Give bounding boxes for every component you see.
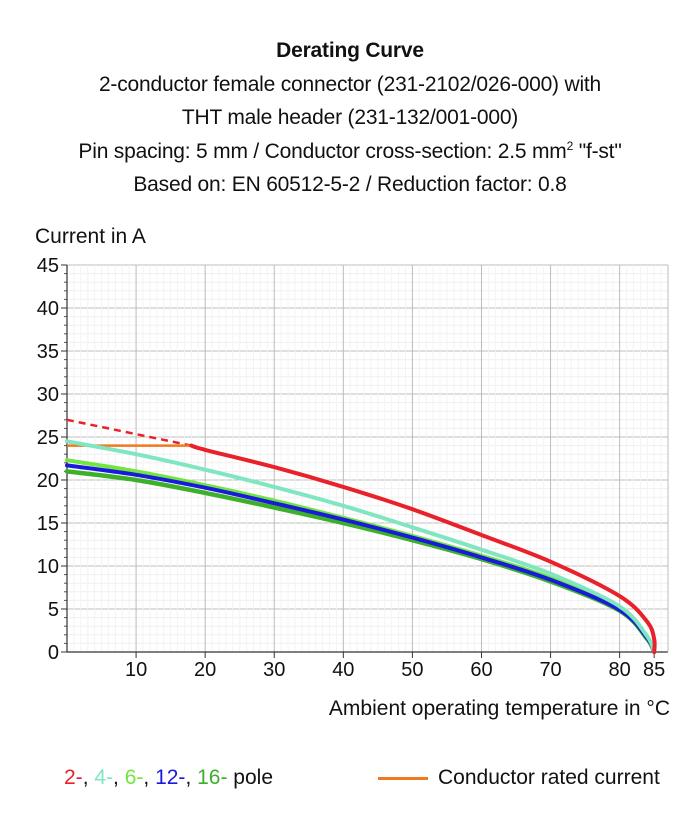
x-tick-label: 20: [194, 659, 216, 681]
x-tick-label: 30: [263, 659, 285, 681]
annotations: [66, 418, 192, 447]
rated-current-label: Conductor rated current: [438, 766, 660, 789]
legend-pole-item: 4-: [94, 766, 114, 789]
grid: [67, 264, 669, 653]
chart-subtitle-2: THT male header (231-132/001-000): [181, 106, 519, 129]
x-tick-label: 40: [332, 659, 354, 681]
series-lines: [64, 439, 657, 655]
2-pole-extrapolation-line: [66, 418, 192, 447]
subtitle-3-post: "f-st": [573, 139, 622, 163]
x-tick-label: 70: [539, 659, 561, 681]
y-tick-label: 0: [48, 642, 59, 664]
legend-pole-item: ,: [143, 766, 156, 789]
y-tick-label: 45: [37, 255, 59, 277]
subtitle-3-pre: Pin spacing: 5 mm / Conductor cross-sect…: [78, 139, 567, 163]
series-12-pole-line: [65, 463, 657, 654]
chart-title: Derating Curve: [276, 39, 424, 62]
y-tick-label: 35: [37, 341, 59, 363]
legend-pole-item: 2-: [64, 766, 83, 789]
x-axis-label: Ambient operating temperature in °C: [328, 697, 670, 720]
legend-pole-item: 16-: [197, 766, 228, 789]
subtitle-3-superscript: 2: [566, 138, 574, 153]
y-tick-label: 30: [37, 384, 59, 406]
legend-pole-item: ,: [113, 766, 125, 789]
legend-pole-item: ,: [185, 766, 198, 789]
legend-rated-current: Conductor rated current: [378, 766, 660, 790]
legend-pole-item: 6-: [124, 766, 144, 789]
y-tick-label: 15: [37, 513, 59, 535]
legend-pole-item: pole: [227, 766, 274, 789]
chart-subtitle-1: 2-conductor female connector (231-2102/0…: [98, 72, 602, 96]
series-16-pole-line: [64, 469, 657, 655]
x-tick-label: 10: [125, 659, 147, 681]
tick-labels: 0 5 10 15 20 25 30 35 40 45 10 20 30 40 50 60 70 80 85: [37, 255, 666, 681]
series-2-pole-line: [189, 443, 657, 654]
series-4-pole-line: [65, 439, 657, 654]
x-tick-label: 50: [401, 659, 423, 681]
chart-subtitle-3: Pin spacing: 5 mm / Conductor cross-sect…: [0, 135, 700, 169]
y-tick-label: 5: [48, 599, 59, 621]
x-tick-label: 85: [643, 659, 665, 681]
rated-current-swatch: [378, 776, 428, 780]
y-tick-label: 25: [37, 427, 59, 449]
legend-poles: 2-, 4-, 6-, 12-, 16- pole: [64, 766, 273, 790]
y-tick-label: 10: [37, 556, 59, 578]
legend-pole-item: ,: [82, 766, 95, 789]
y-tick-label: 40: [37, 298, 59, 320]
x-tick-label: 60: [470, 659, 492, 681]
x-tick-label: 80: [609, 659, 631, 681]
chart-titles: Derating Curve 2-conductor female connec…: [0, 34, 700, 202]
chart-subtitle-4: Based on: EN 60512-5-2 / Reduction facto…: [133, 173, 567, 196]
legend-pole-item: 12-: [155, 766, 186, 789]
y-tick-label: 20: [37, 470, 59, 492]
y-axis-label: Current in A: [35, 225, 146, 248]
